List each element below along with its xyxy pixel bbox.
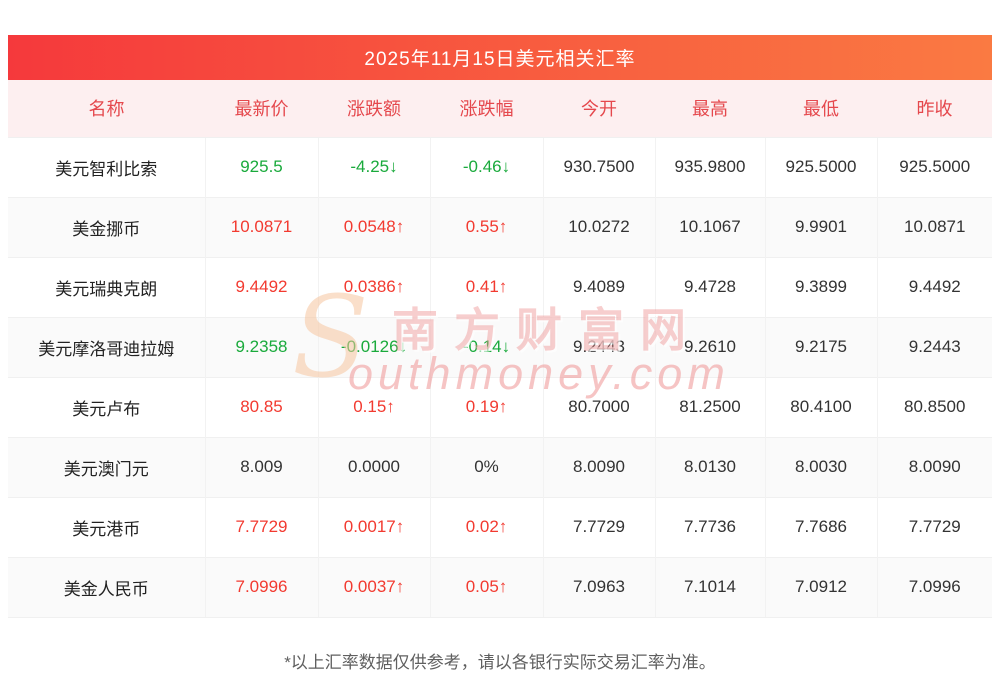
cell-name: 美元瑞典克朗 — [8, 256, 205, 317]
cell-latest-price: 7.7729 — [204, 496, 318, 557]
table-row: 美元智利比索 925.5 -4.25↓ -0.46↓ 930.7500 935.… — [8, 136, 992, 197]
cell-prev-close: 7.7729 — [876, 496, 992, 557]
cell-name: 美元卢布 — [8, 376, 205, 437]
cell-today-open: 8.0090 — [542, 436, 655, 497]
cell-change-percent: 0.41↑ — [429, 256, 543, 317]
cell-highest: 7.7736 — [654, 496, 765, 557]
cell-highest: 10.1067 — [654, 196, 765, 257]
page-title: 2025年11月15日美元相关汇率 — [364, 49, 636, 70]
cell-latest-price: 10.0871 — [204, 196, 318, 257]
table-row: 美元澳门元 8.009 0.0000 0% 8.0090 8.0130 8.00… — [8, 436, 992, 497]
cell-lowest: 7.0912 — [764, 556, 877, 618]
cell-today-open: 7.0963 — [542, 556, 655, 618]
cell-highest: 81.2500 — [654, 376, 765, 437]
cell-prev-close: 9.2443 — [876, 316, 992, 377]
cell-lowest: 9.9901 — [764, 196, 877, 257]
cell-today-open: 7.7729 — [542, 496, 655, 557]
cell-today-open: 10.0272 — [542, 196, 655, 257]
cell-change-amount: 0.0017↑ — [317, 496, 430, 557]
col-latest-price: 最新价 — [205, 80, 318, 137]
cell-latest-price: 80.85 — [204, 376, 318, 437]
col-prev-close: 昨收 — [877, 80, 992, 137]
cell-name: 美金挪币 — [8, 196, 205, 257]
cell-change-amount: 0.0548↑ — [317, 196, 430, 257]
cell-change-percent: 0.02↑ — [429, 496, 543, 557]
cell-name: 美金人民币 — [8, 556, 205, 618]
cell-latest-price: 7.0996 — [204, 556, 318, 618]
table-row: 美元摩洛哥迪拉姆 9.2358 -0.0126↓ -0.14↓ 9.2443 9… — [8, 316, 992, 377]
cell-change-percent: -0.46↓ — [429, 136, 543, 197]
cell-change-percent: 0.55↑ — [429, 196, 543, 257]
cell-change-amount: 0.0037↑ — [317, 556, 430, 618]
col-change-amount: 涨跌额 — [318, 80, 430, 137]
col-today-open: 今开 — [543, 80, 655, 137]
cell-latest-price: 8.009 — [204, 436, 318, 497]
cell-latest-price: 9.4492 — [204, 256, 318, 317]
cell-prev-close: 8.0090 — [876, 436, 992, 497]
cell-latest-price: 9.2358 — [204, 316, 318, 377]
table-row: 美元瑞典克朗 9.4492 0.0386↑ 0.41↑ 9.4089 9.472… — [8, 256, 992, 317]
table-row: 美元卢布 80.85 0.15↑ 0.19↑ 80.7000 81.2500 8… — [8, 376, 992, 437]
cell-prev-close: 9.4492 — [876, 256, 992, 317]
cell-today-open: 80.7000 — [542, 376, 655, 437]
cell-lowest: 9.2175 — [764, 316, 877, 377]
exchange-rate-table: 名称 最新价 涨跌额 涨跌幅 今开 最高 最低 昨收 美元智利比索 925.5 … — [8, 80, 992, 618]
cell-lowest: 8.0030 — [764, 436, 877, 497]
cell-lowest: 9.3899 — [764, 256, 877, 317]
cell-today-open: 9.4089 — [542, 256, 655, 317]
cell-highest: 9.4728 — [654, 256, 765, 317]
cell-today-open: 9.2443 — [542, 316, 655, 377]
cell-change-percent: -0.14↓ — [429, 316, 543, 377]
disclaimer-note: *以上汇率数据仅供参考，请以各银行实际交易汇率为准。 — [284, 653, 716, 672]
cell-name: 美元澳门元 — [8, 436, 205, 497]
cell-lowest: 80.4100 — [764, 376, 877, 437]
cell-latest-price: 925.5 — [204, 136, 318, 197]
col-lowest: 最低 — [765, 80, 877, 137]
cell-change-percent: 0.05↑ — [429, 556, 543, 618]
cell-name: 美元智利比索 — [8, 136, 205, 197]
cell-change-percent: 0% — [429, 436, 543, 497]
table-row: 美金挪币 10.0871 0.0548↑ 0.55↑ 10.0272 10.10… — [8, 196, 992, 257]
table-title-banner: 2025年11月15日美元相关汇率 — [8, 35, 992, 80]
cell-change-amount: -0.0126↓ — [317, 316, 430, 377]
cell-name: 美元港币 — [8, 496, 205, 557]
cell-prev-close: 7.0996 — [876, 556, 992, 618]
cell-highest: 8.0130 — [654, 436, 765, 497]
cell-today-open: 930.7500 — [542, 136, 655, 197]
cell-lowest: 7.7686 — [764, 496, 877, 557]
cell-prev-close: 925.5000 — [876, 136, 992, 197]
cell-change-percent: 0.19↑ — [429, 376, 543, 437]
cell-name: 美元摩洛哥迪拉姆 — [8, 316, 205, 377]
table-row: 美元港币 7.7729 0.0017↑ 0.02↑ 7.7729 7.7736 … — [8, 496, 992, 557]
col-highest: 最高 — [655, 80, 765, 137]
cell-lowest: 925.5000 — [764, 136, 877, 197]
col-name: 名称 — [8, 80, 205, 137]
cell-change-amount: 0.0386↑ — [317, 256, 430, 317]
cell-highest: 9.2610 — [654, 316, 765, 377]
cell-prev-close: 10.0871 — [876, 196, 992, 257]
cell-highest: 935.9800 — [654, 136, 765, 197]
col-change-percent: 涨跌幅 — [430, 80, 543, 137]
cell-highest: 7.1014 — [654, 556, 765, 618]
cell-change-amount: 0.15↑ — [317, 376, 430, 437]
cell-prev-close: 80.8500 — [876, 376, 992, 437]
cell-change-amount: 0.0000 — [317, 436, 430, 497]
cell-change-amount: -4.25↓ — [317, 136, 430, 197]
table-row: 美金人民币 7.0996 0.0037↑ 0.05↑ 7.0963 7.1014… — [8, 556, 992, 618]
table-header-row: 名称 最新价 涨跌额 涨跌幅 今开 最高 最低 昨收 — [8, 80, 992, 137]
